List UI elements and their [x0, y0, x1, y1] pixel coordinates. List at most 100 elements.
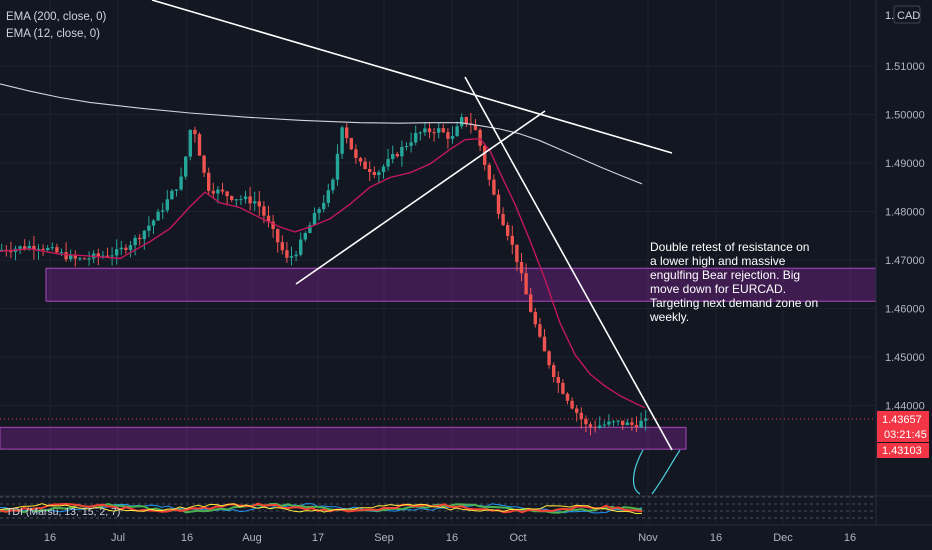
candle-body: [197, 134, 202, 156]
candle-body: [381, 166, 386, 173]
candle-body: [561, 382, 565, 394]
time-tick-label: 16: [710, 532, 722, 544]
candle-body: [225, 191, 229, 197]
candle-body: [151, 220, 156, 226]
candle-body: [515, 244, 519, 263]
time-axis: 16 Jul 16 Aug 17 Sep 16 Oct Nov 16 Dec 16: [0, 524, 932, 544]
candle-body: [538, 324, 542, 337]
candle-body: [473, 124, 478, 130]
candle-body: [142, 230, 146, 240]
ema12-line[interactable]: [0, 137, 646, 409]
candle-body: [432, 132, 436, 134]
time-tick-label: 16: [44, 532, 56, 544]
candle-body: [639, 420, 643, 428]
price-tick-label: 1.51000: [885, 61, 925, 73]
note-line: engulfing Bear rejection. Big: [650, 268, 800, 282]
price-tick-label: 1.46000: [885, 304, 925, 316]
tdi-line: [0, 503, 643, 515]
candle-body: [611, 421, 616, 423]
candle-body: [363, 161, 367, 170]
candle-body: [464, 117, 468, 124]
candle-body: [96, 253, 100, 257]
candle-body: [593, 427, 597, 429]
candle-body: [105, 255, 110, 257]
candle-body: [404, 145, 409, 147]
steep-down-trendline[interactable]: [464, 76, 673, 451]
candle-body: [524, 273, 528, 295]
candle-body: [395, 154, 399, 157]
candle-body: [50, 247, 54, 249]
candle-body: [460, 117, 464, 127]
candle-body: [119, 247, 123, 250]
candle-body: [423, 128, 427, 133]
candle-body: [87, 258, 91, 260]
candle-body: [0, 249, 4, 251]
resistance-trendline[interactable]: [151, 0, 673, 154]
candle-body: [625, 422, 629, 426]
tdi-legend[interactable]: TDI (Marsu, 13, 15, 2, 7): [6, 506, 120, 518]
price-tick-label: 1.47000: [885, 255, 925, 267]
price-tick-label: 1.44000: [885, 401, 925, 413]
zone-badge-box: [877, 443, 929, 458]
demand-zone[interactable]: [45, 267, 877, 302]
candle-body: [354, 149, 358, 159]
support-trendline[interactable]: [295, 110, 546, 285]
time-tick-label: Oct: [509, 532, 526, 544]
candle-body: [533, 311, 537, 325]
candle-body: [253, 201, 257, 204]
candle-body: [64, 252, 68, 260]
candle-body: [285, 250, 289, 258]
candle-body: [161, 210, 165, 212]
candle-body: [257, 201, 261, 207]
candle-body: [575, 408, 579, 413]
candle-body: [9, 251, 13, 253]
time-tick-label: 16: [446, 532, 458, 544]
candle-body: [496, 194, 501, 214]
ema12-legend[interactable]: EMA (12, close, 0): [6, 28, 100, 40]
candle-body: [220, 189, 225, 192]
tdi-line: [0, 502, 643, 514]
candle-body: [331, 179, 335, 191]
candle-body: [483, 145, 487, 165]
ema200-legend[interactable]: EMA (200, close, 0): [6, 11, 107, 23]
candle-body: [170, 190, 174, 200]
candle-body: [303, 233, 307, 240]
candle-body: [487, 164, 491, 180]
candle-body: [308, 225, 312, 234]
candle-body: [529, 294, 533, 312]
candle-body: [326, 190, 330, 203]
time-tick-label: 17: [312, 532, 324, 544]
candle-body: [386, 159, 390, 167]
analysis-note[interactable]: Double retest of resistance on a lower h…: [649, 240, 818, 324]
candle-body: [243, 196, 248, 200]
candle-body: [78, 258, 82, 260]
time-tick-label: 16: [844, 532, 856, 544]
candle-body: [271, 221, 275, 230]
candle-body: [41, 248, 45, 251]
zone-badge: 1.43103: [882, 445, 922, 457]
candle-body: [202, 155, 206, 173]
projection-curve[interactable]: [633, 449, 681, 495]
candle-body: [262, 206, 266, 216]
candle-body: [18, 246, 22, 249]
candle-body: [239, 199, 243, 201]
price-tick-label: 1.49000: [885, 158, 925, 170]
candle-body: [248, 196, 252, 204]
candles: [0, 112, 648, 436]
candle-body: [368, 169, 372, 173]
candle-body: [234, 199, 238, 201]
demand-zone[interactable]: [0, 426, 687, 450]
price-axis: 1.51000 1.50000 1.49000 1.48000 1.47000 1.460…: [875, 0, 925, 525]
candle-body: [276, 229, 280, 243]
currency-badge: CAD: [897, 10, 920, 22]
candle-body: [23, 246, 27, 250]
candle-body: [427, 128, 432, 133]
candle-body: [345, 127, 349, 139]
ema200-line[interactable]: [0, 83, 643, 185]
candle-body: [312, 212, 317, 226]
candle-body: [147, 225, 151, 231]
currency-badge-box[interactable]: [893, 5, 921, 24]
last-price-badge: 1.43657: [882, 414, 922, 426]
candle-body: [179, 176, 183, 190]
price-tick-label: 1.45000: [885, 352, 925, 364]
